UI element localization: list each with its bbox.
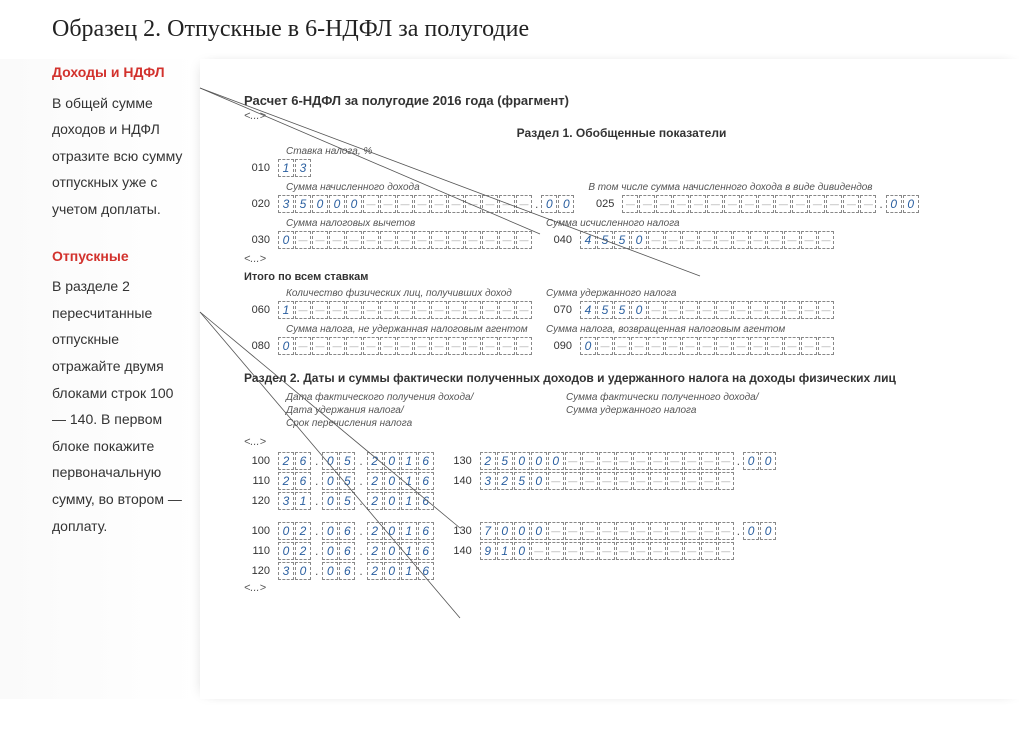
row-030: 030 0 — [244, 231, 532, 249]
row-080: 080 0 — [244, 337, 532, 355]
lineno-010: 010 — [244, 162, 278, 174]
lineno-070: 070 — [546, 304, 580, 316]
row-070: 070 4550 — [546, 301, 834, 319]
row-b2-100: 100 02.06.2016 130 7000 . 00 — [244, 522, 999, 540]
label-040: Сумма исчисленного налога — [546, 218, 834, 229]
ellipsis-4: <...> — [244, 582, 999, 594]
ellipsis-3: <...> — [244, 436, 999, 448]
row-010: 010 13 — [244, 159, 999, 177]
form-area: Расчет 6-НДФЛ за полугодие 2016 года (фр… — [200, 59, 1019, 699]
cells-060: 1 — [278, 301, 532, 319]
lineno-060: 060 — [244, 304, 278, 316]
cells-040: 4550 — [580, 231, 834, 249]
section2-title: Раздел 2. Даты и суммы фактически получе… — [244, 371, 999, 385]
row-040: 040 4550 — [546, 231, 834, 249]
lineno-030: 030 — [244, 234, 278, 246]
lineno-025: 025 — [588, 198, 622, 210]
lineno-040: 040 — [546, 234, 580, 246]
lineno-080: 080 — [244, 340, 278, 352]
cells-030: 0 — [278, 231, 532, 249]
subhead-total: Итого по всем ставкам — [244, 271, 999, 283]
section2-block1: 100 26.05.2016 130 25000 . 00 110 26.05.… — [244, 452, 999, 510]
cells-070: 4550 — [580, 301, 834, 319]
sidebar-heading-2: Отпускные — [52, 243, 188, 270]
section2-block2: 100 02.06.2016 130 7000 . 00 110 02.06.2… — [244, 522, 999, 580]
sidebar: Доходы и НДФЛ В общей сумме доходов и НД… — [0, 59, 200, 699]
cells-025-int — [622, 195, 876, 213]
row-b1-100: 100 26.05.2016 130 25000 . 00 — [244, 452, 999, 470]
form-title: Расчет 6-НДФЛ за полугодие 2016 года (фр… — [244, 93, 999, 108]
sidebar-text-1: В общей сумме доходов и НДФЛ отразите вс… — [52, 90, 188, 223]
cells-090: 0 — [580, 337, 834, 355]
label-rate: Ставка налога, % — [286, 146, 999, 157]
label-025: В том числе сумма начисленного дохода в … — [588, 182, 918, 193]
ellipsis-1: <...> — [244, 110, 999, 122]
row-060: 060 1 — [244, 301, 532, 319]
label-090: Сумма налога, возвращенная налоговым аге… — [546, 324, 834, 335]
row-020: 020 35000 . 00 — [244, 195, 574, 213]
row-b1-110: 110 26.05.2016 140 3250 — [244, 472, 999, 490]
section1-title: Раздел 1. Обобщенные показатели — [244, 126, 999, 140]
sidebar-heading-1: Доходы и НДФЛ — [52, 59, 188, 86]
label-060: Количество физических лиц, получивших до… — [286, 288, 532, 299]
ellipsis-2: <...> — [244, 253, 999, 265]
cells-020-dec: 00 — [541, 195, 574, 213]
col-labels: Дата фактического получения дохода/ Дата… — [286, 391, 999, 430]
row-b2-110: 110 02.06.2016 140 910 — [244, 542, 999, 560]
cells-010: 13 — [278, 159, 311, 177]
page-title: Образец 2. Отпускные в 6-НДФЛ за полугод… — [52, 16, 1019, 43]
lineno-090: 090 — [546, 340, 580, 352]
label-020: Сумма начисленного дохода — [286, 182, 574, 193]
cells-080: 0 — [278, 337, 532, 355]
row-090: 090 0 — [546, 337, 834, 355]
layout: Доходы и НДФЛ В общей сумме доходов и НД… — [0, 59, 1019, 699]
sidebar-text-2: В разделе 2 пересчитанные отпускные отра… — [52, 273, 188, 539]
row-025: 025 . 00 — [588, 195, 918, 213]
row-b1-120: 120 31.05.2016 — [244, 492, 999, 510]
label-070: Сумма удержанного налога — [546, 288, 834, 299]
lineno-020: 020 — [244, 198, 278, 210]
row-b2-120: 120 30.06.2016 — [244, 562, 999, 580]
cells-025-dec: 00 — [886, 195, 919, 213]
label-080: Сумма налога, не удержанная налоговым аг… — [286, 324, 532, 335]
label-030: Сумма налоговых вычетов — [286, 218, 532, 229]
cells-020-int: 35000 — [278, 195, 532, 213]
